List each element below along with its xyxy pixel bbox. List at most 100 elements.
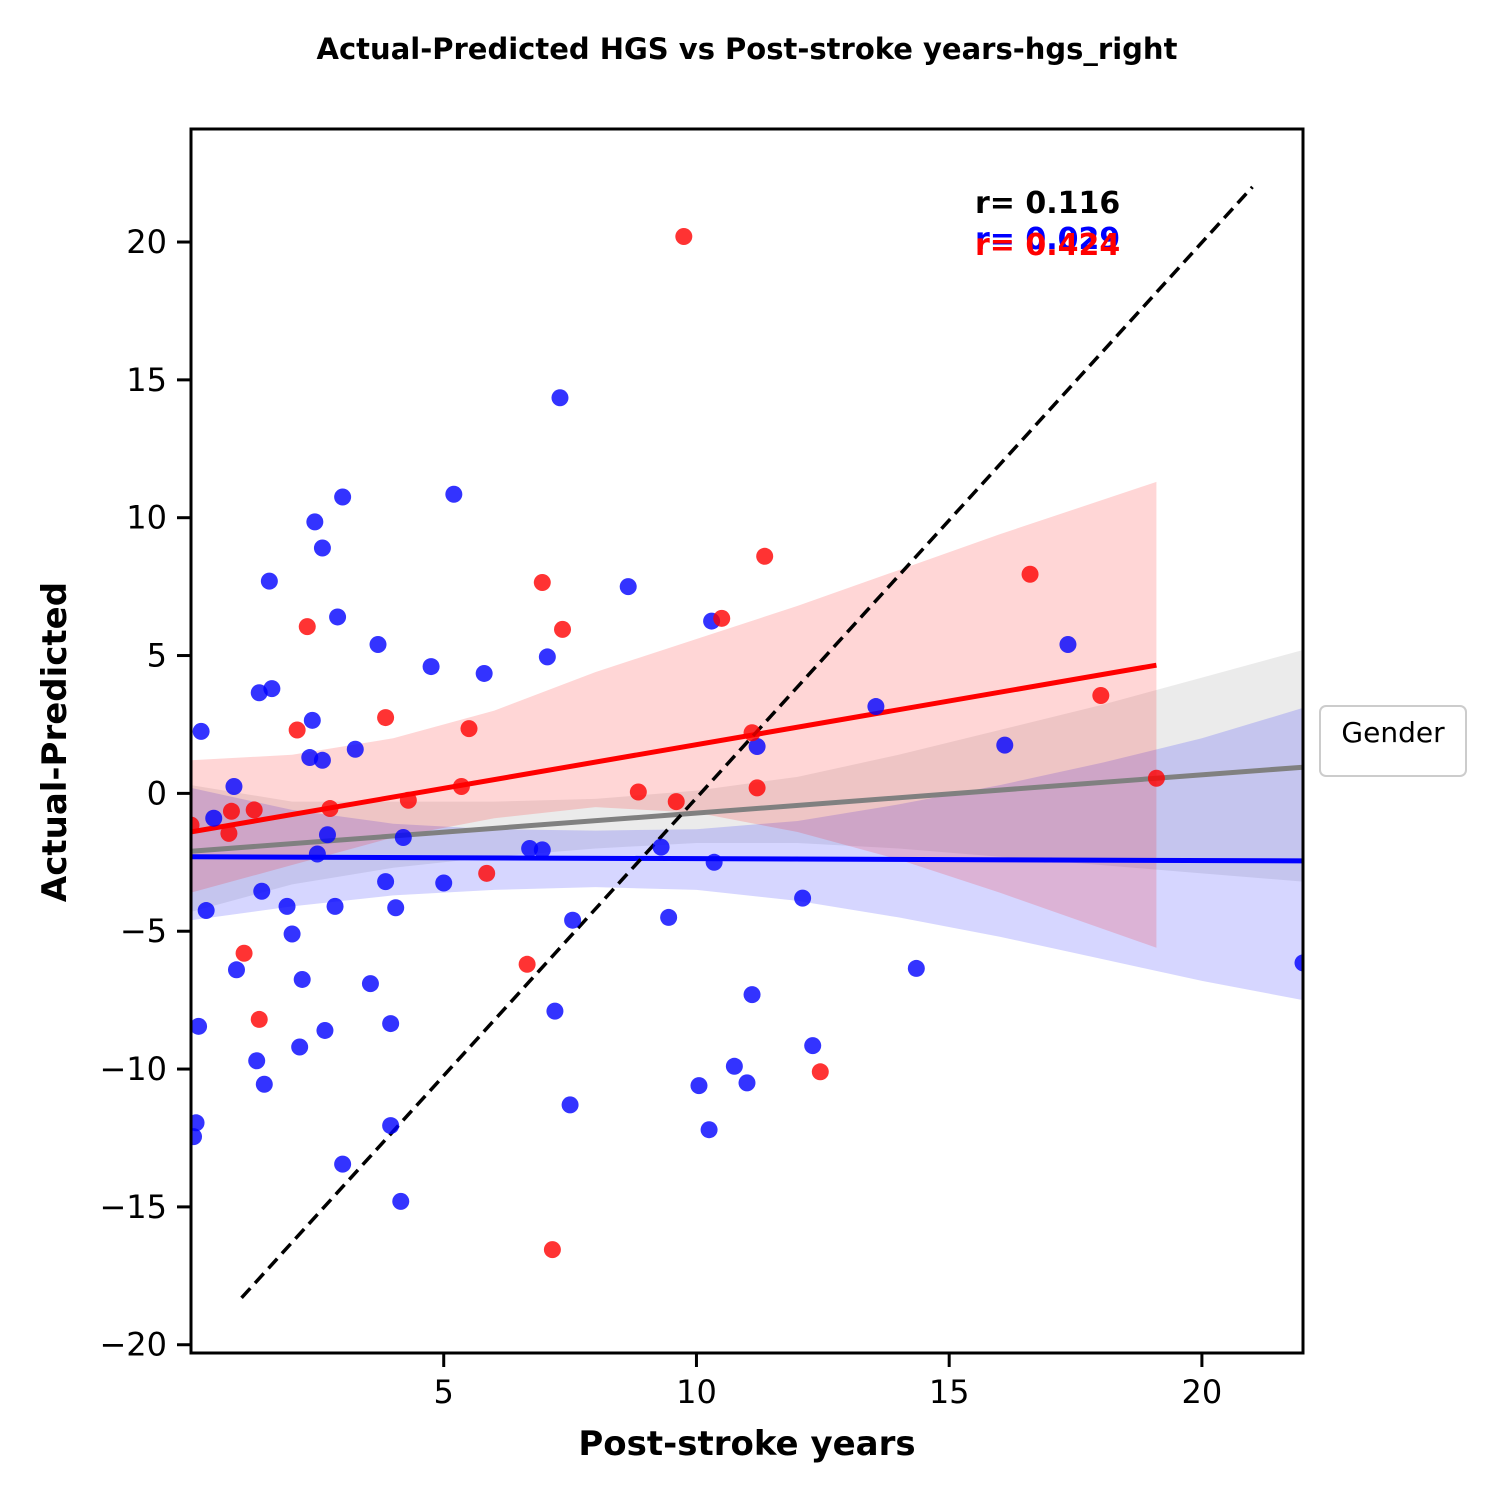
male-point bbox=[652, 838, 670, 856]
male-point bbox=[369, 636, 387, 654]
male-point bbox=[422, 658, 440, 676]
y-tick-label: 10 bbox=[126, 499, 167, 537]
female-point bbox=[377, 709, 395, 727]
male-regression-line bbox=[191, 854, 1303, 864]
male-point bbox=[313, 539, 331, 557]
male-point bbox=[283, 925, 301, 943]
male-point bbox=[255, 1075, 273, 1093]
female-point bbox=[713, 609, 731, 627]
plot-border bbox=[189, 127, 1305, 1355]
female-point bbox=[743, 724, 761, 742]
x-axis-label: Post-stroke years bbox=[578, 1424, 915, 1464]
male-point bbox=[334, 1155, 352, 1173]
male-point bbox=[313, 751, 331, 769]
legend-title: Gender bbox=[1341, 716, 1445, 749]
male-point bbox=[301, 749, 319, 767]
male-point bbox=[225, 777, 243, 795]
male-point bbox=[346, 740, 364, 758]
male-point bbox=[435, 874, 453, 892]
y-axis-label: Actual-Predicted bbox=[35, 582, 75, 902]
male-point bbox=[191, 1128, 203, 1146]
overall-ci-band bbox=[191, 650, 1303, 912]
x-tick-label: 5 bbox=[434, 1373, 454, 1411]
male-point bbox=[619, 578, 637, 596]
male-point bbox=[382, 1117, 400, 1135]
female-point bbox=[748, 779, 766, 797]
male-point bbox=[326, 897, 344, 915]
male-point bbox=[660, 908, 678, 926]
male-point bbox=[392, 1192, 410, 1210]
male-point bbox=[293, 970, 311, 988]
female-r-annotation: r= 0.424 bbox=[975, 228, 1120, 263]
y-tick-label: 15 bbox=[126, 361, 167, 399]
overall-regression-line bbox=[191, 764, 1303, 854]
male-point bbox=[725, 1057, 743, 1075]
male-point bbox=[1059, 636, 1077, 654]
male-point bbox=[387, 899, 405, 917]
male-point bbox=[475, 664, 493, 682]
y-tick-label: −15 bbox=[99, 1188, 167, 1226]
female-point bbox=[222, 802, 240, 820]
female-point bbox=[321, 800, 339, 818]
y-tick-label: −10 bbox=[99, 1050, 167, 1088]
overall-r-annotation: r= 0.116 bbox=[975, 186, 1120, 221]
female-point bbox=[220, 824, 238, 842]
identity-line-layer bbox=[240, 185, 1254, 1300]
male-point bbox=[533, 841, 551, 859]
female-point bbox=[675, 228, 693, 246]
male-point bbox=[248, 1052, 266, 1070]
female-point bbox=[235, 944, 253, 962]
scatter-points bbox=[191, 228, 1303, 1259]
female-point bbox=[250, 1010, 268, 1028]
female-point bbox=[399, 791, 417, 809]
female-point bbox=[518, 955, 536, 973]
legend: Gender bbox=[1319, 705, 1467, 777]
y-tick-label: −5 bbox=[120, 912, 167, 950]
male-point bbox=[1294, 954, 1303, 972]
x-tick-label: 15 bbox=[929, 1373, 970, 1411]
male-point bbox=[191, 1114, 205, 1132]
y-tick-label: −20 bbox=[99, 1326, 167, 1364]
male-point bbox=[260, 572, 278, 590]
axis-ticks: 5 10 15 20 −20 −15 −10 −5 0 5 10 15 20 bbox=[99, 223, 1222, 1411]
male-point bbox=[329, 608, 347, 626]
male-ci-band bbox=[191, 707, 1303, 1001]
chart-title: Actual-Predicted HGS vs Post-stroke year… bbox=[317, 32, 1178, 66]
female-point bbox=[1147, 769, 1165, 787]
male-point bbox=[748, 738, 766, 756]
male-point bbox=[867, 698, 885, 716]
regression-lines bbox=[191, 662, 1303, 864]
male-point bbox=[192, 722, 210, 740]
male-point bbox=[551, 389, 569, 407]
male-point bbox=[227, 961, 245, 979]
identity-dashed-line bbox=[240, 185, 1254, 1300]
male-point bbox=[564, 911, 582, 929]
female-point bbox=[667, 793, 685, 811]
female-point bbox=[191, 816, 200, 834]
female-point bbox=[811, 1063, 829, 1081]
female-point bbox=[533, 573, 551, 591]
y-tick-label: 20 bbox=[126, 223, 167, 261]
female-point bbox=[452, 777, 470, 795]
male-point bbox=[700, 1121, 718, 1139]
male-point bbox=[382, 1015, 400, 1033]
female-point bbox=[460, 720, 478, 738]
male-point bbox=[253, 882, 271, 900]
male-point bbox=[318, 826, 336, 844]
female-point bbox=[756, 547, 774, 565]
male-point bbox=[705, 853, 723, 871]
male-point bbox=[690, 1077, 708, 1095]
female-ci-band bbox=[191, 481, 1157, 948]
female-point bbox=[1092, 687, 1110, 705]
female-point bbox=[543, 1241, 561, 1259]
female-point bbox=[1021, 565, 1039, 583]
male-point bbox=[394, 828, 412, 846]
male-point bbox=[278, 897, 296, 915]
legend-box bbox=[1319, 705, 1467, 777]
male-point bbox=[561, 1096, 579, 1114]
female-point bbox=[288, 721, 306, 739]
male-point bbox=[191, 1017, 208, 1035]
male-point bbox=[521, 840, 539, 858]
